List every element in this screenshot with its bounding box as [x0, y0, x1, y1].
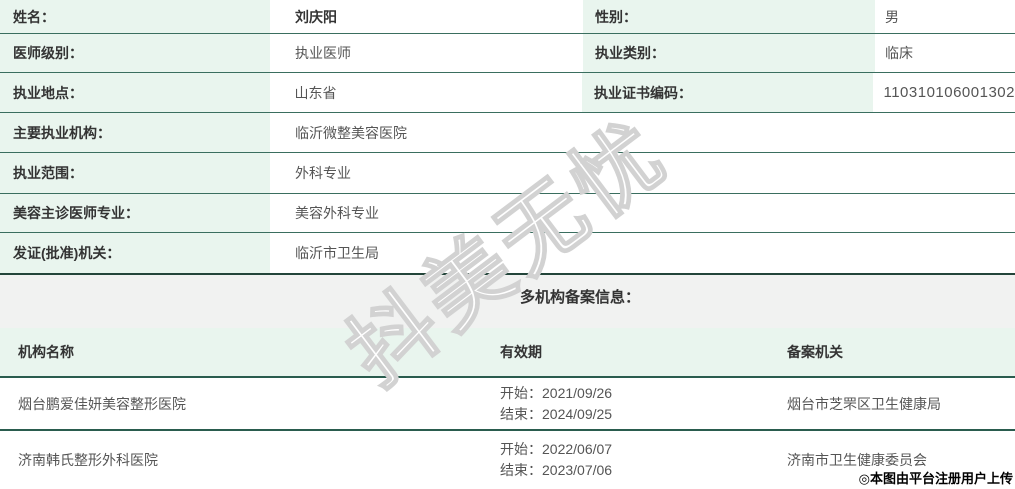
- info-row-name-gender: 姓名： 刘庆阳 性别： 男: [0, 0, 1015, 34]
- cosmetic-specialty-label-cell: 美容主诊医师专业：: [0, 194, 270, 232]
- practice-location-value-cell: 山东省: [270, 73, 582, 112]
- practice-scope-label: 执业范围：: [13, 165, 83, 181]
- gender-label: 性别：: [595, 8, 637, 25]
- validity-header-cell: 有效期: [482, 342, 769, 362]
- multi-org-records-table: 机构名称 有效期 备案机关 烟台鹏爱佳妍美容整形医院 开始：2021/09/26…: [0, 328, 1015, 489]
- cert-number-label-cell: 执业证书编码：: [581, 73, 874, 112]
- doctor-level-value: 执业医师: [295, 45, 351, 61]
- practice-location-value: 山东省: [294, 84, 337, 101]
- info-row-location-certno: 执业地点： 山东省 执业证书编码： 110310106001302: [0, 73, 1015, 113]
- cosmetic-specialty-value-cell: 美容外科专业: [270, 194, 1015, 232]
- practice-category-label-cell: 执业类别：: [583, 34, 875, 72]
- name-value-cell: 刘庆阳: [270, 0, 583, 33]
- name-label-cell: 姓名：: [0, 0, 270, 33]
- practice-category-value: 临床: [885, 45, 913, 61]
- filing-authority-cell: 烟台市芝罘区卫生健康局: [769, 394, 1015, 414]
- uploader-copyright-mark: ◎本图由平台注册用户上传: [858, 471, 1013, 486]
- practitioner-info-table: 姓名： 刘庆阳 性别： 男 医师级别： 执业医师 执业类别： 临床: [0, 0, 1015, 275]
- org-name: 烟台鹏爱佳妍美容整形医院: [18, 395, 186, 412]
- validity-start: 开始：2021/09/26: [500, 384, 613, 401]
- doctor-level-value-cell: 执业医师: [270, 34, 583, 72]
- cosmetic-specialty-label: 美容主诊医师专业：: [13, 205, 139, 221]
- doctor-level-label: 医师级别：: [13, 45, 83, 61]
- issuing-authority-value: 临沂市卫生局: [295, 245, 379, 261]
- filing-authority-header-cell: 备案机关: [769, 342, 1015, 362]
- gender-label-cell: 性别：: [583, 0, 875, 33]
- info-row-level-category: 医师级别： 执业医师 执业类别： 临床: [0, 34, 1015, 73]
- cert-number-value-cell: 110310106001302: [873, 73, 1015, 112]
- name-value: 刘庆阳: [295, 8, 337, 25]
- gender-value-cell: 男: [875, 0, 1015, 33]
- issuing-authority-value-cell: 临沂市卫生局: [270, 233, 1015, 273]
- practice-location-label: 执业地点：: [13, 84, 83, 101]
- practice-scope-value-cell: 外科专业: [270, 153, 1015, 193]
- validity-end: 结束：2024/09/25: [500, 405, 613, 422]
- info-row-main-org: 主要执业机构： 临沂微整美容医院: [0, 113, 1015, 153]
- filing-authority-cell: 济南市卫生健康委员会: [769, 450, 1015, 470]
- validity-cell: 开始：2022/06/07 结束：2023/07/06: [482, 439, 769, 481]
- validity-dates: 开始：2021/09/26 结束：2024/09/25: [500, 383, 612, 425]
- validity-end: 结束：2023/07/06: [500, 462, 613, 478]
- practice-location-label-cell: 执业地点：: [0, 73, 270, 112]
- practice-category-value-cell: 临床: [875, 34, 1015, 72]
- record-row: 济南韩氏整形外科医院 开始：2022/06/07 结束：2023/07/06 济…: [0, 431, 1015, 489]
- main-org-label: 主要执业机构：: [13, 124, 111, 141]
- records-header-row: 机构名称 有效期 备案机关: [0, 328, 1015, 378]
- org-name-cell: 烟台鹏爱佳妍美容整形医院: [0, 394, 482, 414]
- multi-org-section-title: 多机构备案信息：: [520, 289, 641, 306]
- record-row: 烟台鹏爱佳妍美容整形医院 开始：2021/09/26 结束：2024/09/25…: [0, 378, 1015, 431]
- issuing-authority-label: 发证(批准)机关：: [13, 245, 121, 261]
- cert-number-value: 110310106001302: [883, 84, 1015, 101]
- main-org-value-cell: 临沂微整美容医院: [270, 113, 1015, 152]
- filing-authority-header: 备案机关: [787, 344, 843, 360]
- doctor-level-label-cell: 医师级别：: [0, 34, 270, 72]
- name-label: 姓名：: [13, 8, 55, 25]
- validity-start: 开始：2022/06/07: [500, 441, 613, 457]
- practice-scope-value: 外科专业: [295, 165, 351, 181]
- cosmetic-specialty-value: 美容外科专业: [295, 205, 379, 221]
- org-name-header-cell: 机构名称: [0, 342, 482, 362]
- info-row-scope: 执业范围： 外科专业: [0, 153, 1015, 194]
- org-name-header: 机构名称: [18, 344, 74, 360]
- info-row-cosmetic-specialty: 美容主诊医师专业： 美容外科专业: [0, 194, 1015, 233]
- filing-authority: 济南市卫生健康委员会: [787, 452, 927, 468]
- validity-header: 有效期: [500, 344, 542, 360]
- validity-cell: 开始：2021/09/26 结束：2024/09/25: [482, 383, 769, 425]
- cert-number-label: 执业证书编码：: [593, 84, 692, 101]
- practice-category-label: 执业类别：: [595, 45, 665, 61]
- org-name: 济南韩氏整形外科医院: [18, 452, 158, 468]
- multi-org-section-band: 多机构备案信息：: [0, 275, 1015, 328]
- practice-scope-label-cell: 执业范围：: [0, 153, 270, 193]
- gender-value: 男: [885, 8, 899, 25]
- main-org-value: 临沂微整美容医院: [295, 124, 407, 141]
- main-org-label-cell: 主要执业机构：: [0, 113, 270, 152]
- filing-authority: 烟台市芝罘区卫生健康局: [787, 395, 941, 412]
- org-name-cell: 济南韩氏整形外科医院: [0, 450, 482, 470]
- issuing-authority-label-cell: 发证(批准)机关：: [0, 233, 270, 273]
- info-row-issuing-authority: 发证(批准)机关： 临沂市卫生局: [0, 233, 1015, 275]
- validity-dates: 开始：2022/06/07 结束：2023/07/06: [500, 439, 612, 481]
